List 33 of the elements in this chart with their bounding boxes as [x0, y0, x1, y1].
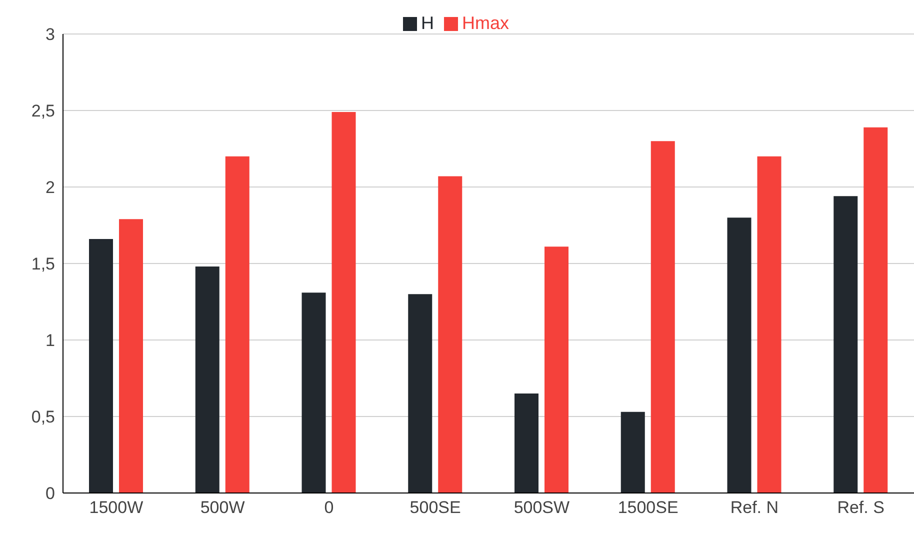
- x-tick-label: 500SW: [514, 498, 570, 518]
- bar: [119, 219, 143, 493]
- y-tick-label: 0: [46, 484, 55, 504]
- bar: [650, 141, 675, 493]
- x-tick-label: Ref. S: [837, 498, 884, 518]
- y-tick-label: 2: [46, 178, 55, 198]
- x-tick-label: 1500W: [89, 498, 144, 518]
- bar: [864, 127, 888, 493]
- x-tick-label: 500W: [200, 498, 245, 518]
- bar: [438, 176, 462, 493]
- bar: [514, 394, 538, 493]
- legend-label: Hmax: [462, 13, 509, 33]
- y-tick-label: 1,5: [31, 254, 55, 274]
- bar: [408, 294, 432, 493]
- bar: [225, 156, 250, 493]
- x-tick-label: 500SE: [410, 498, 461, 518]
- x-tick-label: Ref. N: [730, 498, 779, 518]
- x-tick-label: 1500SE: [618, 498, 678, 518]
- bar: [727, 218, 752, 493]
- y-tick-label: 2,5: [31, 102, 55, 121]
- y-tick-label: 1: [46, 331, 55, 350]
- y-tick-label: 0,5: [31, 408, 55, 427]
- bar: [302, 292, 326, 493]
- bar: [332, 112, 356, 493]
- bar: [544, 246, 568, 493]
- y-tick-label: 3: [46, 25, 55, 44]
- bar: [620, 412, 645, 493]
- bar: [89, 239, 113, 493]
- legend-label: H: [420, 13, 434, 33]
- x-tick-label: 0: [324, 498, 334, 518]
- bar: [195, 266, 220, 493]
- bar: [834, 196, 858, 493]
- bar: [757, 156, 782, 493]
